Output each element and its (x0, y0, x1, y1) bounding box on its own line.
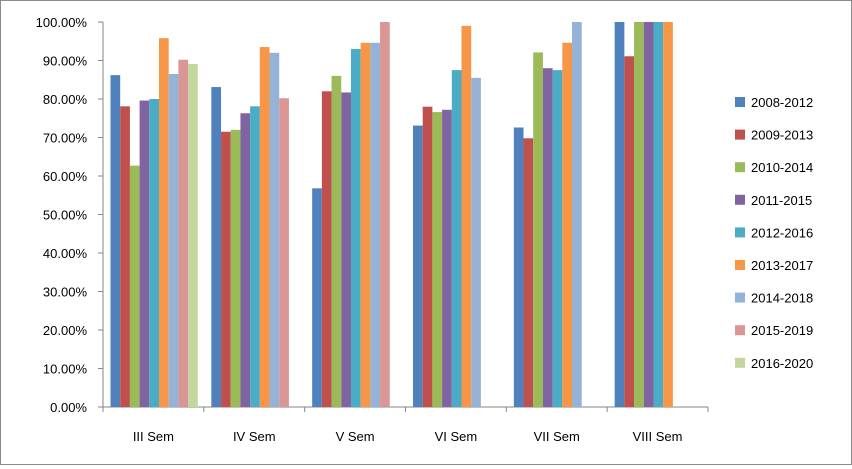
y-tick-label: 30.00% (43, 285, 88, 300)
bar (451, 70, 462, 407)
bar (663, 22, 673, 407)
bar (471, 77, 481, 407)
legend-label: 2016-2020 (751, 356, 813, 371)
bar (120, 106, 130, 407)
y-tick-label: 10.00% (43, 362, 88, 377)
x-tick-label: III Sem (133, 429, 174, 444)
bar (168, 73, 179, 407)
y-tick-label: 40.00% (43, 246, 88, 261)
legend-swatch (735, 325, 745, 336)
bar (523, 138, 534, 407)
legend-label: 2008-2012 (751, 95, 813, 110)
chart-legend: 2008-2012 2009-2013 2010-2014 2011-2015 2012… (735, 95, 813, 371)
bar (533, 52, 543, 407)
y-tick-label: 20.00% (43, 323, 88, 338)
bar (634, 22, 644, 407)
bar (513, 127, 524, 408)
bar (279, 98, 289, 407)
bar (139, 100, 150, 407)
legend-label: 2010-2014 (751, 160, 813, 175)
y-tick-label: 70.00% (43, 131, 88, 146)
chart-bars (110, 22, 673, 408)
x-tick-label: V Sem (336, 429, 375, 444)
bar (350, 48, 361, 407)
bar (188, 63, 198, 408)
bar (432, 112, 443, 407)
bar (178, 59, 189, 407)
bar (360, 42, 371, 407)
bar (614, 22, 625, 407)
bar (542, 68, 553, 407)
y-tick-label: 60.00% (43, 169, 88, 184)
bar (110, 75, 121, 407)
legend-swatch (735, 162, 745, 173)
legend-swatch (735, 97, 745, 107)
legend-label: 2014-2018 (751, 291, 813, 306)
legend-label: 2011-2015 (751, 193, 812, 208)
x-tick-label: VI Sem (435, 429, 478, 444)
bar (221, 131, 231, 407)
legend-swatch (735, 194, 745, 205)
bar (413, 125, 423, 407)
bar (240, 113, 251, 408)
bar (312, 188, 322, 407)
x-tick-label: IV Sem (233, 429, 276, 444)
y-tick-label: 100.00% (36, 15, 88, 30)
y-tick-label: 0.00% (50, 400, 87, 415)
x-tick-label: VIII Sem (633, 429, 683, 444)
bar (442, 109, 452, 407)
bar (624, 56, 635, 407)
legend-swatch (735, 260, 745, 270)
y-tick-label: 50.00% (43, 208, 88, 223)
bar (230, 129, 241, 408)
legend-swatch (735, 292, 745, 303)
bar (461, 25, 472, 407)
bar (211, 87, 222, 407)
bar (643, 22, 654, 407)
bar (370, 42, 381, 407)
legend-label: 2012-2016 (751, 225, 813, 240)
legend-swatch (735, 129, 745, 140)
bar (331, 75, 342, 408)
bar (572, 22, 582, 407)
legend-swatch (735, 227, 745, 238)
bar (552, 70, 563, 407)
bar (422, 106, 433, 407)
legend-swatch (735, 357, 745, 368)
legend-label: 2015-2019 (751, 323, 813, 338)
chart-axes: 0.00% 10.00% 20.00% 30.00% 40.00% 50.00% 60.00… (36, 15, 709, 444)
y-tick-label: 80.00% (43, 92, 88, 107)
bar (129, 165, 140, 407)
bar (653, 22, 664, 407)
bar (562, 42, 573, 407)
bar (259, 47, 270, 408)
y-tick-label: 90.00% (43, 54, 88, 69)
bar (321, 91, 332, 408)
legend-label: 2013-2017 (751, 258, 813, 273)
bar (341, 92, 351, 407)
bar (269, 52, 280, 408)
bar (159, 38, 169, 408)
bar (149, 99, 159, 407)
legend-label: 2009-2013 (751, 128, 813, 143)
bar (380, 22, 390, 407)
bar (250, 106, 260, 407)
x-tick-label: VII Sem (534, 429, 580, 444)
